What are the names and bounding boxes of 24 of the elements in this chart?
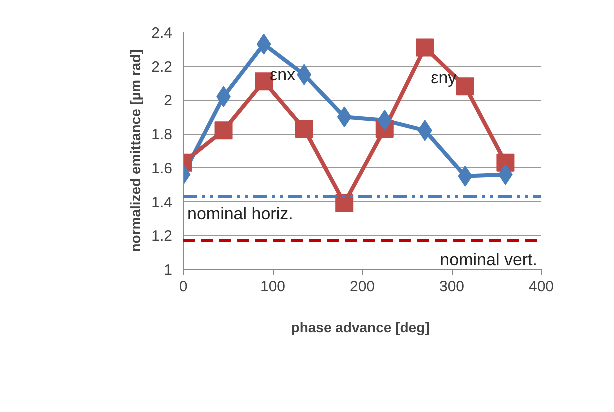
y-tick-label: 1.4: [152, 194, 173, 212]
ref-line-label: nominal horiz.: [188, 204, 294, 224]
y-tick-label: 1.8: [152, 126, 173, 144]
x-tick-label: 400: [528, 278, 554, 296]
series-label: εny: [431, 68, 458, 88]
y-tick-label: 1: [164, 262, 172, 279]
ref-line-label: nominal vert.: [440, 250, 538, 270]
y-tick-label: 1.6: [152, 160, 173, 178]
point: [456, 78, 474, 96]
y-tick-label: 2.2: [152, 58, 173, 76]
point: [336, 194, 354, 212]
x-tick-label: 200: [350, 278, 376, 296]
y-tick-label: 1.2: [152, 228, 173, 246]
y-axis-title: normalized emittance [µm rad]: [128, 50, 144, 252]
x-tick-label: 0: [179, 278, 188, 296]
x-tick-label: 300: [439, 278, 465, 296]
series-label: εnx: [270, 65, 296, 84]
x-axis-title: phase advance [deg]: [291, 320, 430, 336]
point: [214, 122, 233, 140]
point: [295, 120, 314, 138]
y-tick-label: 2: [164, 92, 172, 110]
y-tick-label: 2.4: [152, 25, 173, 42]
point: [416, 38, 434, 57]
x-tick-label: 100: [260, 278, 286, 296]
